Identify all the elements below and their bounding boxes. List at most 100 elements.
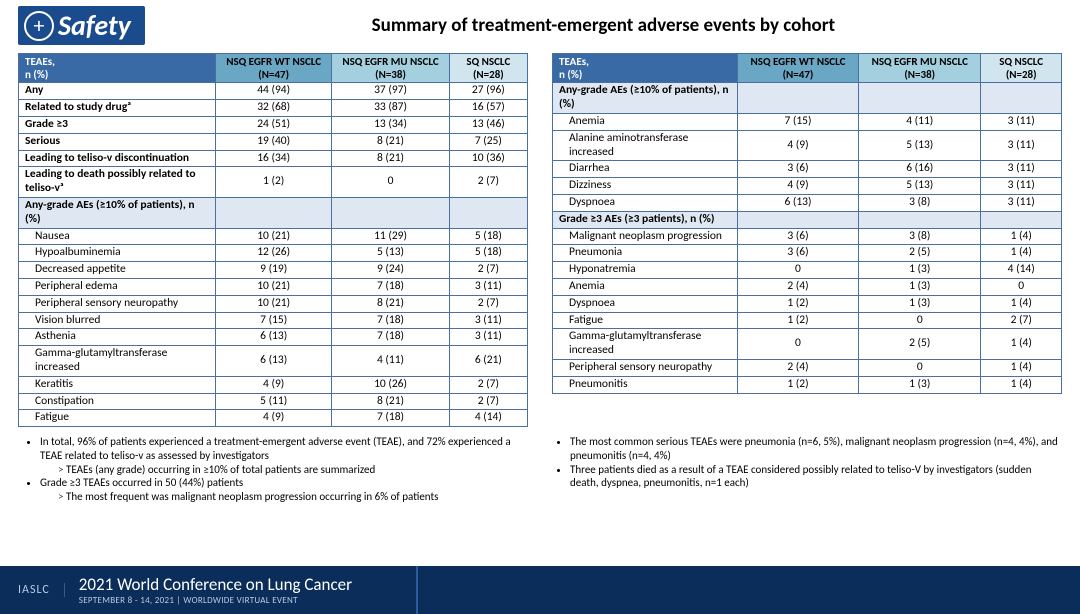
cell: 8 (21) [332,133,449,150]
col-header: NSQ EGFR WT NSCLC (N=47) [737,54,858,83]
row-label: Gamma-glutamyltransferase increased [553,329,738,360]
cell: 24 (51) [216,116,332,133]
bullet-item: In total, 96% of patients experienced a … [40,435,528,476]
col-header: SQ NSCLC (N=28) [449,54,527,83]
section-label: Grade ≥3 AEs (≥3 patients), n (%) [553,211,738,228]
cell: 1 (4) [981,376,1062,393]
cell: 16 (57) [449,100,527,117]
cell: 3 (11) [981,113,1062,130]
cell: 2 (7) [449,295,527,312]
cell: 5 (18) [449,245,527,262]
cell: 1 (2) [737,376,858,393]
row-label: Nausea [19,228,216,245]
col-header: NSQ EGFR MU NSCLC (N=38) [859,54,981,83]
slide-title: Summary of treatment-emergent adverse ev… [145,14,1062,37]
cell: 5 (13) [859,178,981,195]
row-label: Leading to teliso-v discontinuation [19,150,216,167]
cell: 19 (40) [216,133,332,150]
cell: 32 (68) [216,100,332,117]
cell: 0 [859,312,981,329]
cell: 8 (21) [332,393,449,410]
footer-sub: SEPTEMBER 8 - 14, 2021 | WORLDWIDE VIRTU… [79,595,352,606]
cell: 1 (3) [859,278,981,295]
cell: 2 (7) [981,312,1062,329]
cell: 13 (46) [449,116,527,133]
bullet-item: Three patients died as a result of a TEA… [570,463,1058,491]
row-label: Leading to death possibly related to tel… [19,167,216,198]
row-label: Any [19,83,216,100]
row-label: Vision blurred [19,312,216,329]
footer-text: 2021 World Conference on Lung Cancer SEP… [79,574,352,606]
row-label: Grade ≥3 [19,116,216,133]
cell: 6 (21) [449,346,527,377]
cell: 3 (11) [981,178,1062,195]
badge-text: Safety [58,8,131,43]
row-label: Malignant neoplasm progression [553,228,738,245]
cell: 11 (29) [332,228,449,245]
cell: 5 (13) [859,130,981,161]
cell: 7 (15) [216,312,332,329]
cell: 9 (24) [332,262,449,279]
row-label: Fatigue [553,312,738,329]
sub-bullet: TEAEs (any grade) occurring in ≥10% of t… [58,463,528,477]
right-table-col: TEAEs, n (%) NSQ EGFR WT NSCLC (N=47) NS… [552,53,1062,427]
sub-bullet: The most frequent was malignant neoplasm… [58,490,528,504]
bullet-item: Grade ≥3 TEAEs occurred in 50 (44%) pati… [40,476,528,504]
cell: 12 (26) [216,245,332,262]
cell: 44 (94) [216,83,332,100]
cell: 4 (11) [332,346,449,377]
cell: 3 (11) [449,312,527,329]
cell: 10 (21) [216,295,332,312]
safety-badge: + Safety [18,6,145,45]
cell: 2 (7) [449,167,527,198]
row-label: Decreased appetite [19,262,216,279]
col-header: NSQ EGFR WT NSCLC (N=47) [216,54,332,83]
cell: 4 (14) [981,262,1062,279]
cell: 7 (18) [332,410,449,427]
cell: 4 (9) [216,410,332,427]
cell: 3 (11) [981,194,1062,211]
row-label: Hyponatremia [553,262,738,279]
row-label: Dyspnoea [553,295,738,312]
cell: 37 (97) [332,83,449,100]
cell: 3 (6) [737,161,858,178]
cell: 4 (9) [737,130,858,161]
cell: 3 (8) [859,194,981,211]
cell: 6 (13) [737,194,858,211]
header: + Safety Summary of treatment-emergent a… [0,0,1080,45]
cell: 0 [737,262,858,279]
footer: IASLC 2021 World Conference on Lung Canc… [0,566,1080,614]
row-label: Hypoalbuminemia [19,245,216,262]
cell: 6 (13) [216,346,332,377]
cell: 1 (3) [859,262,981,279]
cell: 0 [737,329,858,360]
left-table-col: TEAEs, n (%) NSQ EGFR WT NSCLC (N=47) NS… [18,53,528,427]
row-label: Serious [19,133,216,150]
cell: 3 (11) [449,278,527,295]
cell: 1 (4) [981,329,1062,360]
left-table: TEAEs, n (%) NSQ EGFR WT NSCLC (N=47) NS… [18,53,528,427]
cell: 1 (4) [981,245,1062,262]
cell: 10 (26) [332,376,449,393]
row-label: Alanine aminotransferase increased [553,130,738,161]
cell: 4 (9) [737,178,858,195]
cell: 2 (5) [859,245,981,262]
cell: 5 (11) [216,393,332,410]
cell: 0 [859,359,981,376]
row-label: Pneumonitis [553,376,738,393]
cell: 3 (6) [737,245,858,262]
bullets-left: In total, 96% of patients experienced a … [22,435,528,504]
cell: 8 (21) [332,150,449,167]
col-header: TEAEs, n (%) [19,54,216,83]
cell: 7 (18) [332,312,449,329]
cell: 2 (7) [449,393,527,410]
cell: 1 (2) [737,295,858,312]
cell: 0 [981,278,1062,295]
row-label: Related to study drugᵃ [19,100,216,117]
cell: 9 (19) [216,262,332,279]
row-label: Dizziness [553,178,738,195]
cell: 1 (4) [981,295,1062,312]
cell: 7 (18) [332,329,449,346]
bullets-right: The most common serious TEAEs were pneum… [552,435,1058,490]
cell: 6 (16) [859,161,981,178]
